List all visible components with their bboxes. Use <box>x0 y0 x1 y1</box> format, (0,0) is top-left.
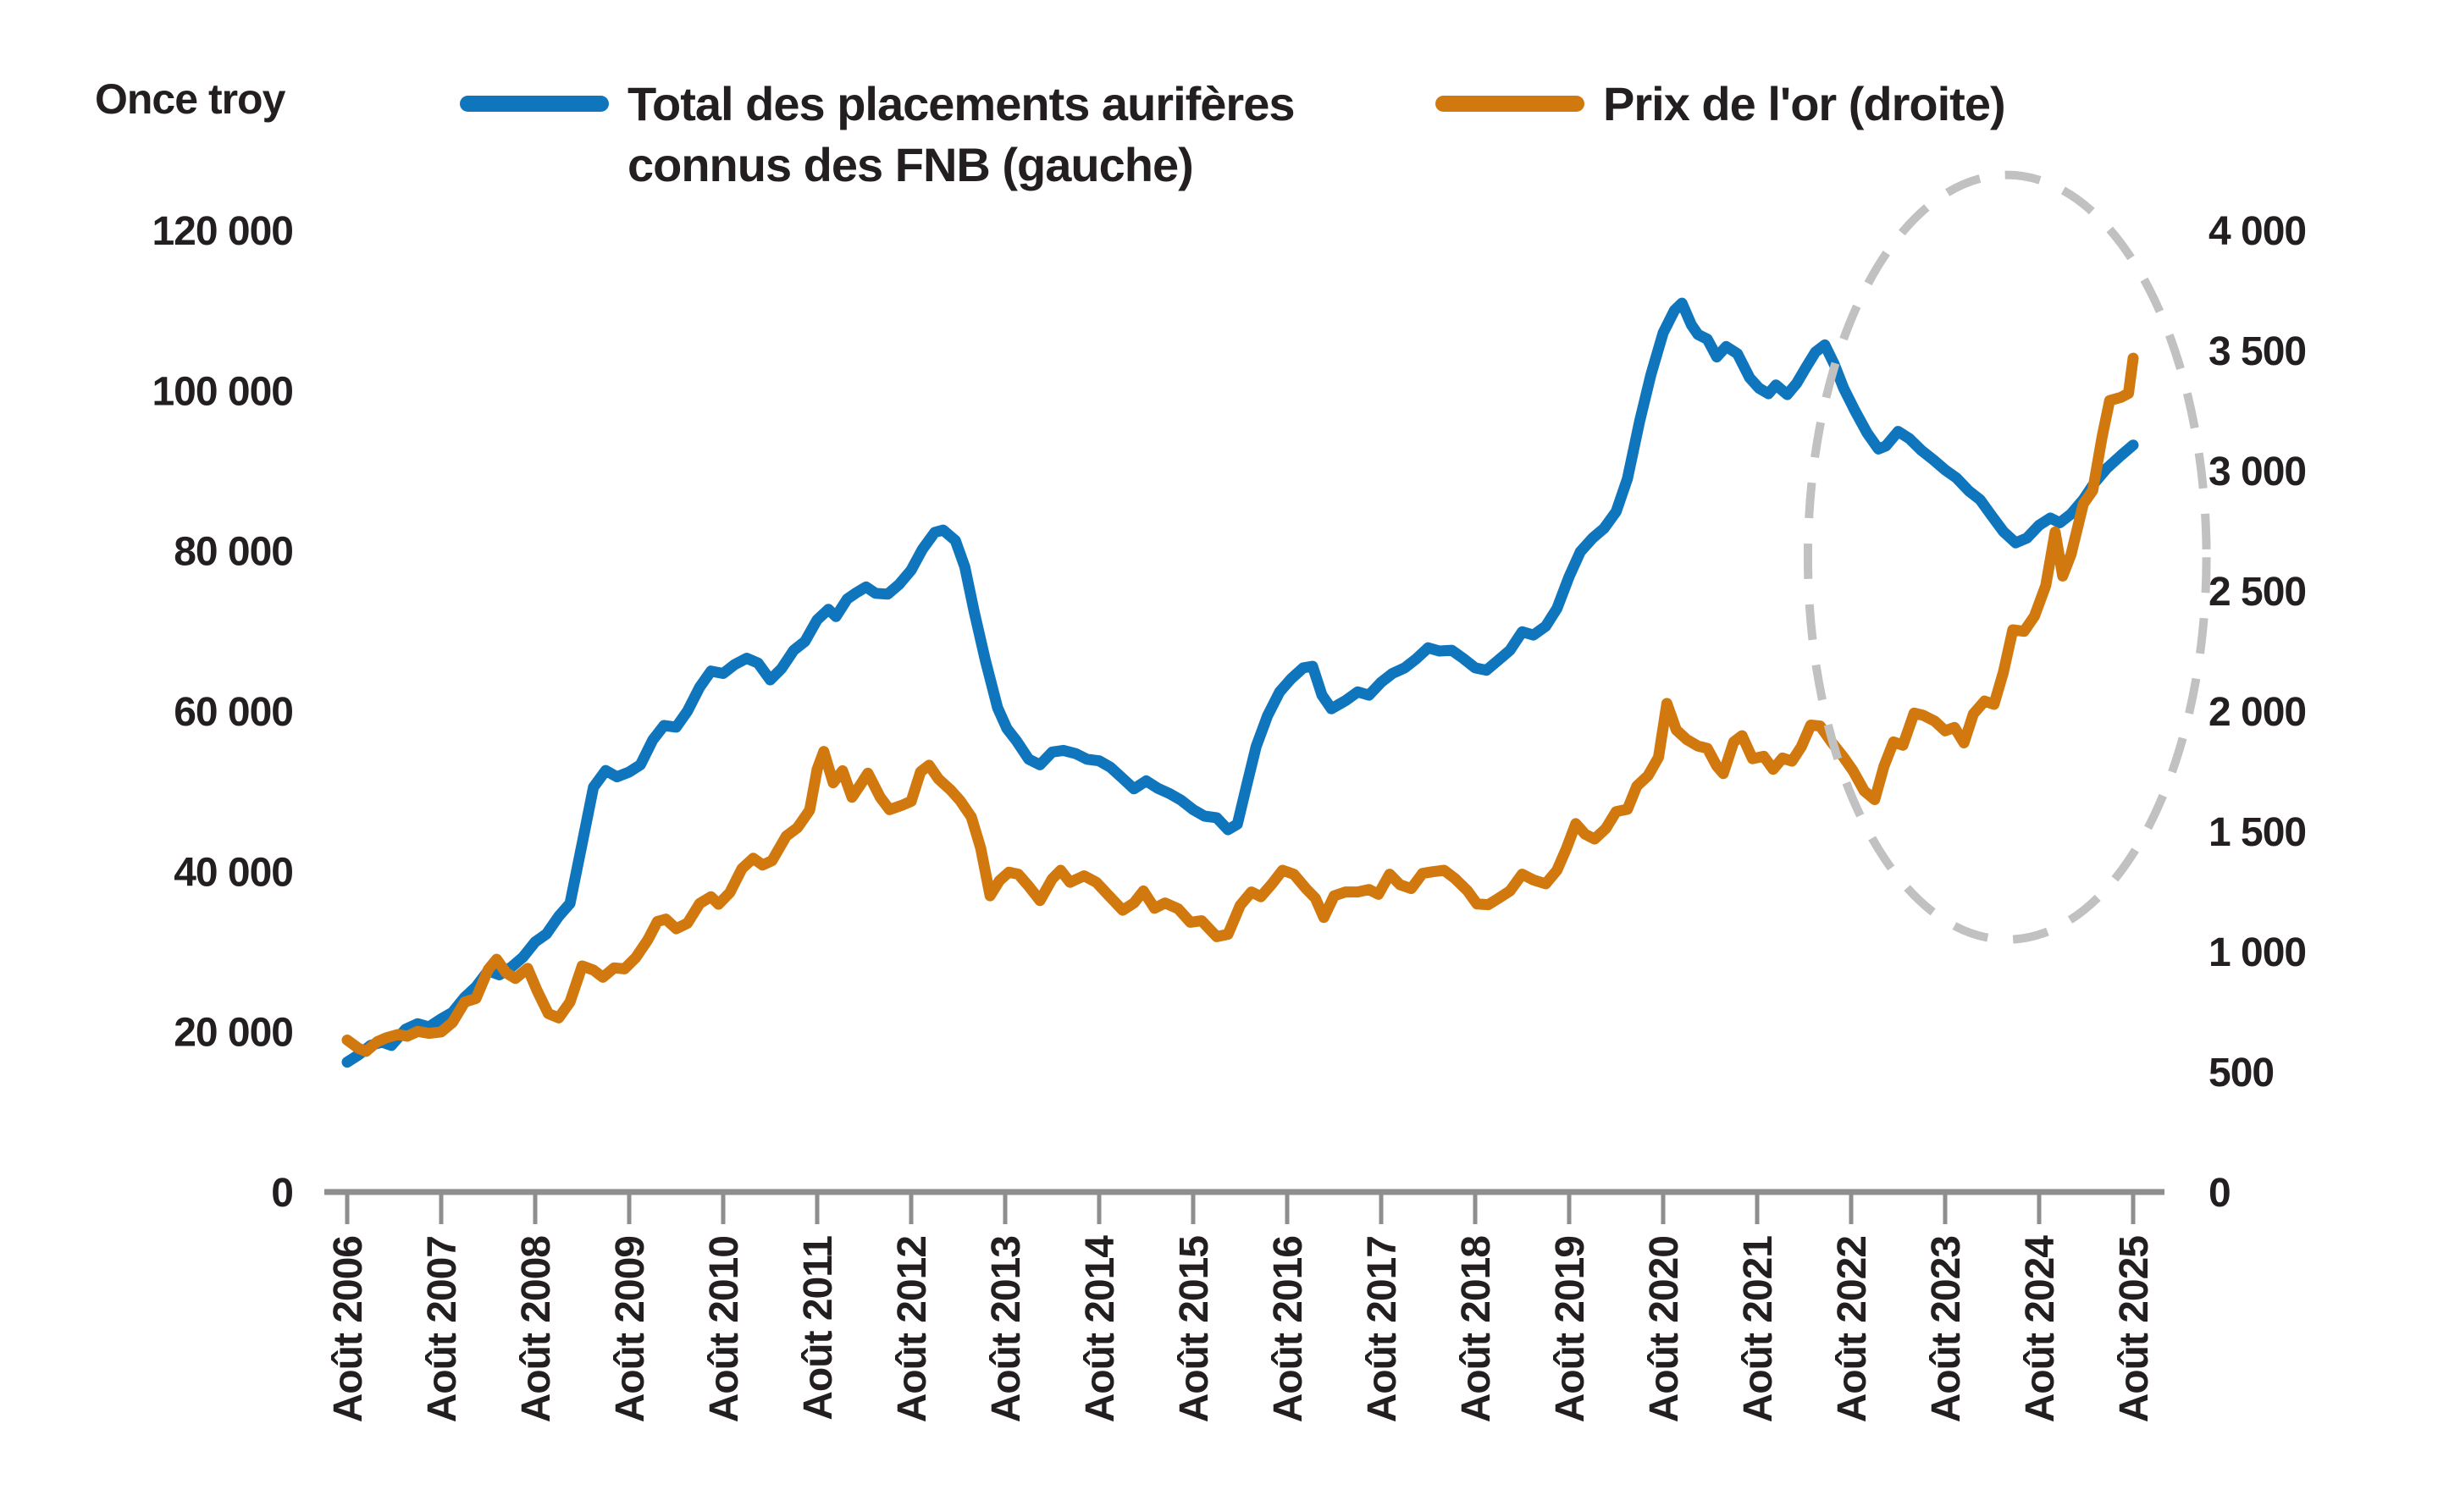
left-axis-unit-label: Once troy <box>95 75 285 123</box>
y-axis-label-right: 1 500 <box>2209 810 2306 855</box>
legend-label-gold-line1: Prix de l'or (droite) <box>1603 77 2006 130</box>
y-axis-label-right: 4 000 <box>2209 209 2306 254</box>
x-axis-label: Août 2011 <box>796 1236 841 1421</box>
x-axis-label: Août 2007 <box>420 1236 465 1422</box>
y-axis-label-right: 1 000 <box>2209 930 2306 975</box>
y-axis-label-left: 120 000 <box>152 209 293 254</box>
x-axis-label: Août 2018 <box>1454 1236 1499 1423</box>
x-axis-label: Août 2012 <box>890 1236 935 1422</box>
legend: Total des placements aurifères connus de… <box>0 0 2449 220</box>
y-axis-label-left: 40 000 <box>174 850 293 895</box>
y-axis-label-left: 80 000 <box>174 530 293 575</box>
x-axis-label: Août 2020 <box>1642 1236 1687 1422</box>
y-axis-label-right: 2 000 <box>2209 690 2306 735</box>
x-axis-label: Août 2015 <box>1172 1236 1217 1423</box>
y-axis-label-right: 500 <box>2209 1051 2274 1095</box>
x-axis-label: Août 2009 <box>608 1236 653 1422</box>
legend-label-etf: Total des placements aurifères connus de… <box>627 74 1295 196</box>
x-axis-label: Août 2019 <box>1548 1236 1593 1422</box>
x-axis-label: Août 2023 <box>1924 1236 1969 1422</box>
legend-label-gold-price: Prix de l'or (droite) <box>1603 74 2006 135</box>
x-axis-label: Août 2021 <box>1736 1236 1781 1423</box>
legend-label-etf-line2: connus des FNB (gauche) <box>627 138 1194 191</box>
y-axis-label-right: 0 <box>2209 1171 2231 1216</box>
x-axis-label: Août 2025 <box>2112 1236 2157 1423</box>
etf-holdings-line <box>341 297 2139 1068</box>
y-axis-label-left: 60 000 <box>174 690 293 735</box>
gold-price-line-swatch <box>1435 96 1584 112</box>
y-axis-label-right: 2 500 <box>2209 570 2306 615</box>
x-axis-label: Août 2022 <box>1830 1236 1875 1422</box>
highlight-ellipse <box>1803 170 2211 944</box>
y-axis-label-right: 3 500 <box>2209 329 2306 374</box>
etf-line-swatch <box>460 96 609 112</box>
x-axis-label: Août 2016 <box>1266 1236 1311 1422</box>
y-axis-label-right: 3 000 <box>2209 450 2306 494</box>
x-axis-label: Août 2006 <box>326 1236 371 1422</box>
gold-price-line <box>341 352 2139 1057</box>
y-axis-label-left: 20 000 <box>174 1011 293 1056</box>
y-axis-label-left: 0 <box>271 1171 293 1216</box>
y-axis-label-left: 100 000 <box>152 369 293 414</box>
legend-label-etf-line1: Total des placements aurifères <box>627 77 1295 130</box>
x-axis-label: Août 2010 <box>702 1236 747 1422</box>
x-axis-label: Août 2014 <box>1078 1235 1123 1423</box>
x-axis-label: Août 2008 <box>514 1236 559 1423</box>
x-axis-label: Août 2017 <box>1360 1236 1405 1422</box>
x-axis-label: Août 2024 <box>2018 1235 2063 1423</box>
x-axis-label: Août 2013 <box>984 1236 1029 1422</box>
